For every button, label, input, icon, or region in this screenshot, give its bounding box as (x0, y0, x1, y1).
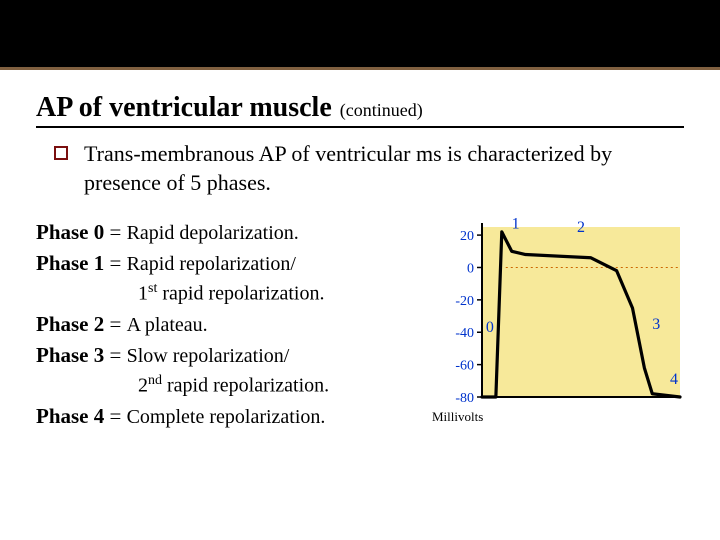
svg-text:0: 0 (486, 319, 494, 336)
svg-text:20: 20 (460, 229, 474, 244)
svg-text:3: 3 (652, 316, 660, 333)
phase-label: Phase 1 (36, 251, 104, 275)
top-band (0, 0, 720, 70)
phase-desc: A plateau. (127, 314, 208, 336)
square-bullet-icon (54, 146, 68, 160)
svg-text:Millivolts: Millivolts (432, 409, 483, 424)
phase-4: Phase 4 = Complete repolarization. (36, 401, 424, 432)
bullet-text: Trans-membranous AP of ventricular ms is… (84, 140, 684, 197)
phase-desc: Slow repolarization/ (127, 345, 290, 367)
svg-text:-20: -20 (455, 294, 474, 309)
title-row: AP of ventricular muscle (continued) (36, 92, 684, 128)
ap-chart: 200-20-40-60-8012034Millivolts (430, 217, 684, 425)
svg-text:-60: -60 (455, 359, 474, 374)
svg-text:4: 4 (670, 371, 678, 388)
phase-1-line2: 1st rapid repolarization. (36, 279, 424, 309)
phase-1: Phase 1 = Rapid repolarization/ (36, 248, 424, 279)
phase-3-line2: 2nd rapid repolarization. (36, 371, 424, 401)
phase-label: Phase 4 (36, 404, 104, 428)
title-subtitle: (continued) (340, 100, 423, 120)
bullet-row: Trans-membranous AP of ventricular ms is… (54, 140, 684, 197)
svg-text:-40: -40 (455, 326, 474, 341)
phase-desc: Complete repolarization. (127, 406, 326, 428)
phase-list: Phase 0 = Rapid depolarization. Phase 1 … (36, 217, 424, 431)
svg-text:-80: -80 (455, 391, 474, 406)
svg-text:0: 0 (467, 262, 474, 277)
svg-text:2: 2 (577, 219, 585, 236)
svg-text:1: 1 (512, 217, 520, 233)
title-main: AP of ventricular muscle (36, 92, 332, 123)
slide-content: AP of ventricular muscle (continued) Tra… (0, 70, 720, 432)
phase-label: Phase 3 (36, 343, 104, 367)
ap-chart-svg: 200-20-40-60-8012034Millivolts (430, 217, 684, 425)
phases-wrap: Phase 0 = Rapid depolarization. Phase 1 … (36, 217, 684, 431)
phase-label: Phase 2 (36, 312, 104, 336)
phase-0: Phase 0 = Rapid depolarization. (36, 217, 424, 248)
phase-2: Phase 2 = A plateau. (36, 309, 424, 340)
phase-desc: Rapid repolarization/ (127, 253, 296, 275)
phase-desc: Rapid depolarization. (127, 222, 299, 244)
phase-label: Phase 0 (36, 220, 104, 244)
phase-3: Phase 3 = Slow repolarization/ (36, 340, 424, 371)
